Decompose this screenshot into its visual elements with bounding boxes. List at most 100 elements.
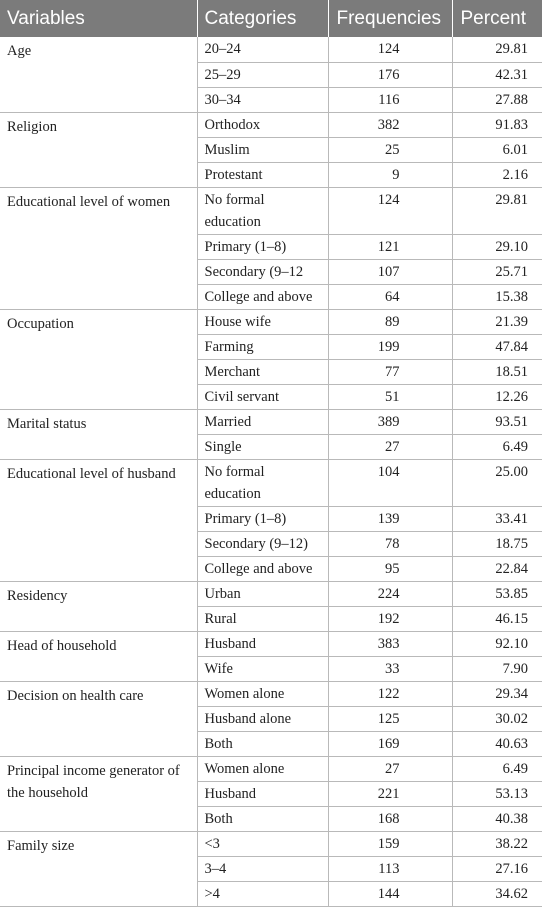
table-row: Educational level of women No formal educ… — [0, 187, 542, 310]
variable-cell: Educational level of women — [0, 187, 198, 310]
percent-cell: 47.84 — [452, 334, 542, 360]
category-cell: No formal education — [197, 459, 329, 507]
table-row: Husband alone 125 30.02 — [0, 706, 542, 732]
frequency-cell: 382 — [328, 112, 453, 138]
percent-cell: 91.83 — [452, 112, 542, 138]
percent-cell: 6.49 — [452, 756, 542, 782]
table-row: Rural 192 46.15 — [0, 606, 542, 632]
table-row: 30–34 116 27.88 — [0, 87, 542, 113]
variable-cell: Educational level of husband — [0, 459, 198, 582]
percent-cell: 15.38 — [452, 284, 542, 310]
table-row: Family size <3 159 38.22 — [0, 831, 542, 907]
percent-cell: 92.10 — [452, 631, 542, 657]
category-cell: No formal education — [197, 187, 329, 235]
table-row: Head of household Husband 383 92.10 — [0, 631, 542, 682]
category-cell: Urban — [197, 581, 329, 607]
table-row: Civil servant 51 12.26 — [0, 384, 542, 410]
percent-cell: 40.63 — [452, 731, 542, 757]
table-row: College and above 95 22.84 — [0, 556, 542, 582]
frequency-cell: 125 — [328, 706, 453, 732]
category-cell: Civil servant — [197, 384, 329, 410]
frequency-cell: 176 — [328, 62, 453, 88]
table-row: 3–4 113 27.16 — [0, 856, 542, 882]
percent-cell: 33.41 — [452, 506, 542, 532]
table-row: Single 27 6.49 — [0, 434, 542, 460]
frequency-cell: 27 — [328, 434, 453, 460]
percent-cell: 46.15 — [452, 606, 542, 632]
variable-cell: Occupation — [0, 309, 198, 410]
frequency-cell: 107 — [328, 259, 453, 285]
table-row: Wife 33 7.90 — [0, 656, 542, 682]
percent-cell: 27.16 — [452, 856, 542, 882]
category-cell: College and above — [197, 556, 329, 582]
variable-cell: Marital status — [0, 409, 198, 460]
variable-cell: Residency — [0, 581, 198, 632]
frequency-cell: 89 — [328, 309, 453, 335]
variable-cell: Religion — [0, 112, 198, 188]
percent-cell: 25.00 — [452, 459, 542, 507]
table-row: Residency Urban 224 53.85 — [0, 581, 542, 632]
frequency-cell: 9 — [328, 162, 453, 188]
category-cell: Married — [197, 409, 329, 435]
frequency-cell: 122 — [328, 681, 453, 707]
frequency-cell: 113 — [328, 856, 453, 882]
percent-cell: 93.51 — [452, 409, 542, 435]
frequency-cell: 124 — [328, 37, 453, 63]
percent-cell: 18.51 — [452, 359, 542, 385]
category-cell: <3 — [197, 831, 329, 857]
category-cell: Wife — [197, 656, 329, 682]
frequency-cell: 168 — [328, 806, 453, 832]
frequency-cell: 27 — [328, 756, 453, 782]
category-cell: Primary (1–8) — [197, 234, 329, 260]
category-cell: College and above — [197, 284, 329, 310]
frequency-cell: 221 — [328, 781, 453, 807]
category-cell: Protestant — [197, 162, 329, 188]
table-row: Secondary (9–12 107 25.71 — [0, 259, 542, 285]
percent-cell: 34.62 — [452, 881, 542, 907]
frequency-cell: 169 — [328, 731, 453, 757]
frequency-cell: 64 — [328, 284, 453, 310]
frequency-cell: 77 — [328, 359, 453, 385]
frequency-cell: 124 — [328, 187, 453, 235]
percent-cell: 42.31 — [452, 62, 542, 88]
frequency-cell: 224 — [328, 581, 453, 607]
percent-cell: 38.22 — [452, 831, 542, 857]
category-cell: Single — [197, 434, 329, 460]
table-body: Age 20–24 124 29.81 25–29 176 42.31 30–34 116 27.… — [0, 37, 542, 907]
table-row: Marital status Married 389 93.51 — [0, 409, 542, 460]
table-row: Both 168 40.38 — [0, 806, 542, 832]
category-cell: 25–29 — [197, 62, 329, 88]
category-cell: Women alone — [197, 681, 329, 707]
percent-cell: 6.49 — [452, 434, 542, 460]
category-cell: 30–34 — [197, 87, 329, 113]
category-cell: Both — [197, 731, 329, 757]
frequency-cell: 121 — [328, 234, 453, 260]
category-cell: Secondary (9–12 — [197, 259, 329, 285]
percent-cell: 40.38 — [452, 806, 542, 832]
variable-cell: Principal income generator of the househ… — [0, 756, 198, 832]
table-row: Protestant 9 2.16 — [0, 162, 542, 188]
percent-cell: 18.75 — [452, 531, 542, 557]
percent-cell: 29.81 — [452, 187, 542, 235]
percent-cell: 53.85 — [452, 581, 542, 607]
percent-cell: 6.01 — [452, 137, 542, 163]
variable-cell: Decision on health care — [0, 681, 198, 757]
table-row: Primary (1–8) 121 29.10 — [0, 234, 542, 260]
percent-cell: 29.10 — [452, 234, 542, 260]
table-row: Farming 199 47.84 — [0, 334, 542, 360]
table-row: Husband 221 53.13 — [0, 781, 542, 807]
percent-cell: 29.81 — [452, 37, 542, 63]
category-cell: Husband — [197, 781, 329, 807]
header-percent: Percent — [452, 0, 542, 37]
header-frequencies: Frequencies — [328, 0, 453, 37]
category-cell: Husband — [197, 631, 329, 657]
table-row: Principal income generator of the househ… — [0, 756, 542, 832]
header-categories: Categories — [197, 0, 329, 37]
variable-cell: Age — [0, 37, 198, 113]
percent-cell: 12.26 — [452, 384, 542, 410]
category-cell: Farming — [197, 334, 329, 360]
category-cell: Muslim — [197, 137, 329, 163]
frequency-cell: 116 — [328, 87, 453, 113]
category-cell: Secondary (9–12) — [197, 531, 329, 557]
